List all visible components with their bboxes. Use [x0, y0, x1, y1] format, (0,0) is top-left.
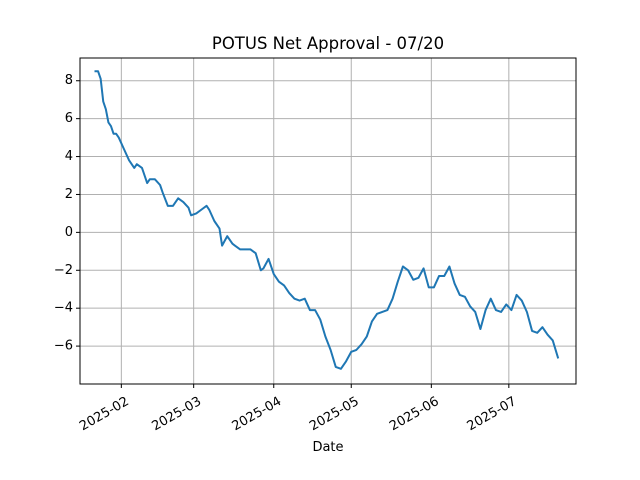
y-axis: −6 −4 −2 0 2 4 6 8 — [54, 73, 80, 354]
grid-lines — [80, 58, 576, 384]
y-tick-label: −6 — [54, 339, 73, 354]
series-line — [94, 70, 560, 370]
y-tick-label: 6 — [65, 111, 73, 126]
x-axis-label: Date — [312, 440, 343, 455]
chart-title: POTUS Net Approval - 07/20 — [212, 34, 444, 53]
y-tick-label: 2 — [65, 187, 73, 202]
plot-area — [94, 70, 560, 370]
y-tick-label: 0 — [65, 225, 73, 240]
axes-frame — [79, 57, 577, 385]
y-tick-label: 4 — [65, 149, 73, 164]
y-tick-label: −2 — [54, 263, 73, 278]
y-tick-label: 8 — [65, 73, 73, 88]
y-tick-label: −4 — [54, 301, 73, 316]
